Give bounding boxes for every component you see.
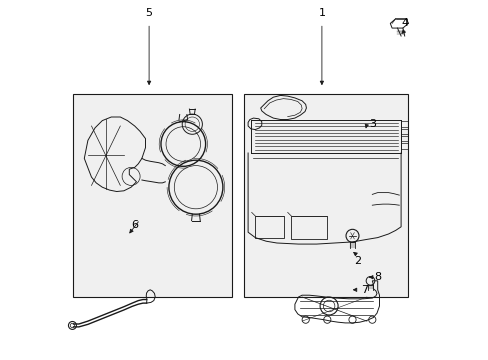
Bar (291, 216, 326, 239)
Bar (73, 94, 231, 297)
Text: 7: 7 (361, 285, 368, 295)
Bar (400, 136, 407, 141)
Text: 3: 3 (368, 119, 375, 129)
Text: 1: 1 (318, 8, 325, 18)
Text: 4: 4 (400, 18, 407, 28)
Bar (400, 121, 407, 127)
Bar (400, 143, 407, 149)
Text: 6: 6 (131, 220, 138, 230)
Bar (400, 129, 407, 134)
Bar (244, 94, 407, 297)
Text: 2: 2 (354, 256, 361, 266)
Bar (255, 216, 284, 238)
Text: 8: 8 (373, 272, 381, 282)
Text: 5: 5 (145, 8, 152, 18)
